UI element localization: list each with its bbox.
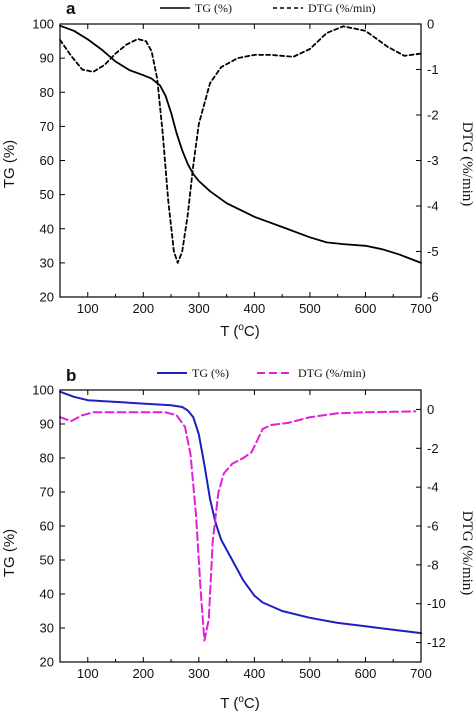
panel-b-letter: b xyxy=(66,366,76,385)
panel-b-ytick-label: 30 xyxy=(40,621,54,636)
panel-a-xtick-label: 200 xyxy=(132,301,154,316)
panel-b-ytick-label: 100 xyxy=(32,383,54,398)
panel-b-xtick-label: 500 xyxy=(299,666,321,681)
panel-a-ylabel: TG (%) xyxy=(1,140,18,188)
panel-b-legend-tg-label: TG (%) xyxy=(192,366,229,380)
panel-b-ytick-label: 70 xyxy=(40,485,54,500)
panel-b-y2tick-label: -2 xyxy=(427,441,439,456)
panel-b-ytick-label: 90 xyxy=(40,417,54,432)
panel-a-y2tick-label: -1 xyxy=(427,62,439,77)
panel-a-ytick-label: 60 xyxy=(40,153,54,168)
panel-b-y2tick-label: -6 xyxy=(427,519,439,534)
panel-b-xtick-label: 300 xyxy=(188,666,210,681)
panel-a-xtick-label: 600 xyxy=(355,301,377,316)
panel-a-series xyxy=(59,24,422,264)
panel-a-ytick-label: 50 xyxy=(40,187,54,202)
panel-a-letter: a xyxy=(66,0,76,18)
panel-a-ytick-label: 30 xyxy=(40,255,54,270)
panel-a-ytick-label: 20 xyxy=(40,290,54,305)
panel-b-ytick-label: 80 xyxy=(40,451,54,466)
panel-b-ytick-label: 60 xyxy=(40,519,54,534)
panel-a-xtick-label: 400 xyxy=(244,301,266,316)
panel-b-series-tg-line xyxy=(59,390,422,635)
panel-b-plot-frame xyxy=(59,389,422,663)
panel-b-y2tick-label: -12 xyxy=(427,635,446,650)
panel-a-y2tick-label: -4 xyxy=(427,199,439,214)
panel-b-series-dtg-line xyxy=(59,410,417,642)
panel-b-y2label: DTG (%/min) xyxy=(459,511,474,596)
panel-a: a TG (%) DTG (%/min) 100 200 300 400 500 600 7… xyxy=(1,0,474,340)
panel-a-legend-tg-label: TG (%) xyxy=(195,1,232,15)
panel-a-axes: 100 200 300 400 500 600 700 20 30 40 50 60 70 80 90 100… xyxy=(32,17,438,317)
panel-b-xlabel: T (oC) xyxy=(220,694,259,712)
panel-b-y2tick-label: -8 xyxy=(427,557,439,572)
panel-b-xtick-label: 700 xyxy=(410,666,432,681)
panel-a-legend-dtg-label: DTG (%/min) xyxy=(308,1,376,15)
panel-b-ytick-label: 50 xyxy=(40,553,54,568)
panel-b-ylabel: TG (%) xyxy=(1,529,18,577)
panel-a-xtick-label: 500 xyxy=(299,301,321,316)
panel-b-legend-dtg-label: DTG (%/min) xyxy=(298,366,366,380)
panel-b-y2tick-label: 0 xyxy=(427,402,434,417)
panel-b-series xyxy=(59,390,422,642)
panel-a-ytick-label: 40 xyxy=(40,221,54,236)
panel-a-xtick-label: 300 xyxy=(188,301,210,316)
panel-b-ytick-label: 20 xyxy=(40,655,54,670)
panel-b-axes: 100 200 300 400 500 600 700 20 30 40 50 60 70 80 90 100… xyxy=(32,383,446,682)
panel-a-series-dtg-line xyxy=(59,25,422,264)
panel-b-legend: TG (%) DTG (%/min) xyxy=(157,366,366,380)
panel-a-xlabel: T (oC) xyxy=(220,322,259,340)
panel-b-y2tick-label: -10 xyxy=(427,596,446,611)
panel-a-y2tick-label: -2 xyxy=(427,108,439,123)
panel-b-xtick-label: 600 xyxy=(355,666,377,681)
panel-a-legend: TG (%) DTG (%/min) xyxy=(160,1,376,15)
panel-a-y2tick-label: 0 xyxy=(427,17,434,32)
panel-b-ytick-label: 40 xyxy=(40,587,54,602)
panel-a-ytick-label: 80 xyxy=(40,85,54,100)
panel-a-plot-frame xyxy=(59,23,422,298)
panel-b-xtick-label: 200 xyxy=(132,666,154,681)
panel-a-ytick-label: 90 xyxy=(40,51,54,66)
panel-a-xtick-label: 700 xyxy=(410,301,432,316)
panel-b-xtick-label: 400 xyxy=(244,666,266,681)
panel-a-y2tick-label: -6 xyxy=(427,290,439,305)
panel-a-y2label: DTG (%/min) xyxy=(459,122,474,207)
panel-a-xtick-label: 100 xyxy=(77,301,99,316)
panel-b-y2tick-label: -4 xyxy=(427,480,439,495)
panel-b-xtick-label: 100 xyxy=(77,666,99,681)
panel-a-ytick-label: 70 xyxy=(40,119,54,134)
panel-a-ytick-label: 100 xyxy=(32,17,54,32)
panel-a-y2tick-label: -3 xyxy=(427,153,439,168)
panel-a-series-tg-line xyxy=(59,24,422,264)
panel-a-y2tick-label: -5 xyxy=(427,244,439,259)
panel-b: b TG (%) DTG (%/min) 100 200 300 400 500 600 7… xyxy=(1,366,474,712)
